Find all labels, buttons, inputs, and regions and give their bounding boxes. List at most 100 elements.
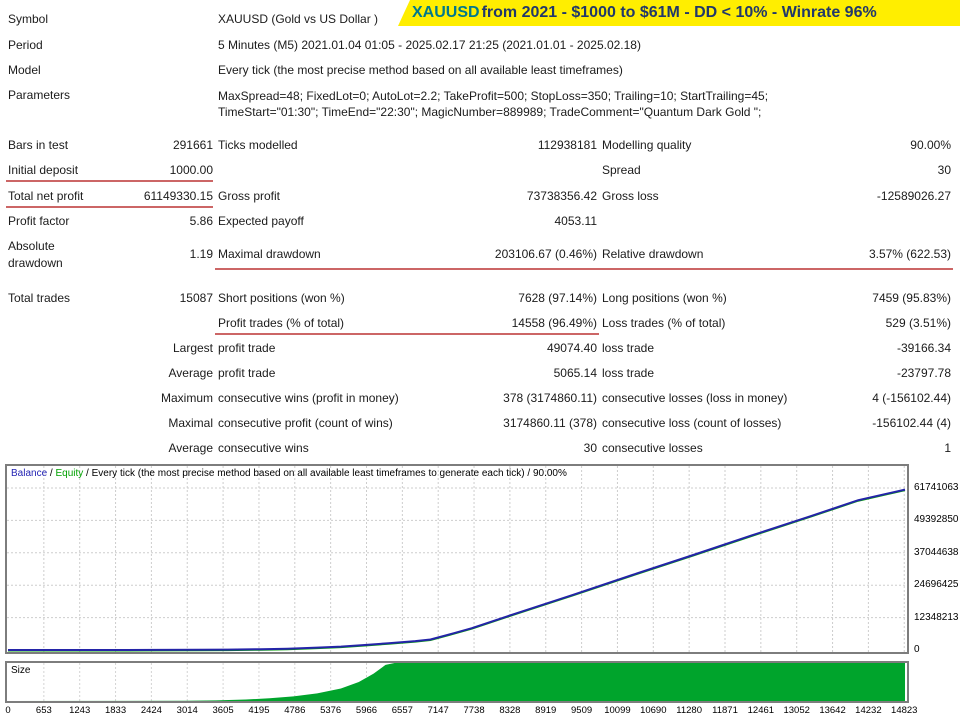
- report-row: Parameters MaxSpread=48; FixedLot=0; Auto…: [0, 88, 960, 119]
- underline-initial-deposit: [6, 180, 213, 182]
- report-value: 5065.14: [553, 366, 597, 380]
- underline-drawdown-row: [215, 268, 953, 270]
- report-row: Profit trades (% of total) 14558 (96.49%)…: [0, 316, 960, 334]
- promo-banner: XAUUSD from 2021 - $1000 to $61M - DD < …: [398, 0, 960, 26]
- x-axis-tick-label: 14232: [855, 705, 882, 716]
- size-label: Size: [11, 665, 31, 676]
- report-value: 5.86: [189, 214, 213, 228]
- x-axis-tick-label: 9509: [571, 705, 593, 716]
- report-value: 203106.67 (0.46%): [494, 247, 597, 261]
- report-label: Maximal drawdown: [218, 247, 321, 261]
- report-value: 30: [937, 163, 951, 177]
- report-row: Absolute drawdown 1.19 Maximal drawdown 203…: [0, 239, 960, 270]
- x-axis-tick-label: 14823: [891, 705, 918, 716]
- report-value: Maximum: [160, 391, 213, 405]
- underline-total-net-profit: [6, 206, 213, 208]
- x-axis-tick-label: 2424: [140, 705, 162, 716]
- x-axis-tick-label: 12461: [747, 705, 775, 716]
- report-value: 7628 (97.14%): [518, 291, 597, 305]
- report-label: Loss trades (% of total): [602, 316, 726, 330]
- report-label: Total trades: [8, 291, 71, 305]
- report-label: consecutive wins (profit in money): [218, 391, 399, 405]
- report-row: Maximum consecutive wins (profit in money…: [0, 391, 960, 409]
- x-axis-tick-label: 3014: [176, 705, 198, 716]
- report-value: -39166.34: [896, 341, 951, 355]
- report-value: -23797.78: [896, 366, 951, 380]
- report-value: 3.57% (622.53): [868, 247, 951, 261]
- report-label: consecutive wins: [218, 441, 309, 455]
- report-value: 15087: [179, 291, 213, 305]
- x-axis-tick-label: 7147: [427, 705, 449, 716]
- legend-separator: /: [83, 468, 92, 479]
- x-axis-tick-label: 11871: [712, 705, 738, 716]
- report-value: Average: [168, 366, 213, 380]
- y-axis-tick-label: 37044638: [914, 546, 959, 558]
- legend-balance: Balance: [11, 468, 48, 479]
- legend-separator: /: [47, 468, 56, 479]
- report-label: Total net profit: [8, 189, 84, 203]
- report-row: Period 5 Minutes (M5) 2021.01.04 01:05 - …: [0, 38, 960, 56]
- report-row: Maximal consecutive profit (count of wins…: [0, 416, 960, 434]
- report-label: loss trade: [602, 341, 655, 355]
- x-axis-tick-label: 13052: [783, 705, 810, 716]
- x-axis-tick-label: 7738: [463, 705, 485, 716]
- report-label: Profit trades (% of total): [218, 316, 345, 330]
- y-axis-tick-label: 12348213: [914, 611, 959, 623]
- report-row: Profit factor 5.86 Expected payoff 4053.11: [0, 214, 960, 232]
- x-axis-tick-label: 5966: [355, 705, 378, 716]
- report-label: Modelling quality: [602, 138, 692, 152]
- report-label: profit trade: [218, 341, 276, 355]
- report-value: 112938181: [537, 138, 597, 152]
- y-axis-tick-label: 61741063: [914, 482, 959, 493]
- report-row: Average consecutive wins 30 consecutive los…: [0, 441, 960, 459]
- x-axis-tick-label: 4195: [248, 705, 270, 716]
- report-value: 73738356.42: [526, 189, 597, 203]
- x-axis-tick-label: 10690: [640, 705, 667, 716]
- report-label: Profit factor: [8, 214, 70, 228]
- report-label: Absolute drawdown: [8, 239, 63, 270]
- underline-profit-trades: [215, 333, 599, 335]
- report-label: Period: [8, 38, 43, 52]
- report-label: consecutive losses: [602, 441, 703, 455]
- report-row: Bars in test 291661 Ticks modelled 11293818…: [0, 138, 960, 156]
- report-row: Average profit trade 5065.14 loss trade -237…: [0, 366, 960, 384]
- report-label: Short positions (won %): [218, 291, 345, 305]
- report-value: 5 Minutes (M5) 2021.01.04 01:05 - 2025.0…: [218, 38, 641, 52]
- x-axis-tick-label: 6557: [391, 705, 413, 716]
- report-row: Model Every tick (the most precise method…: [0, 63, 960, 81]
- y-axis-tick-label: 0: [914, 644, 920, 655]
- report-label: Gross profit: [218, 189, 281, 203]
- report-value: 4 (-156102.44): [872, 391, 951, 405]
- x-axis-tick-label: 11280: [676, 705, 702, 716]
- report-label: consecutive profit (count of wins): [218, 416, 393, 430]
- size-chart-panel: Size: [5, 661, 909, 703]
- x-axis-tick-label: 4786: [284, 705, 306, 716]
- chart-legend: Balance / Equity / Every tick (the most …: [11, 468, 567, 479]
- report-label: Parameters: [8, 88, 71, 102]
- report-value: Maximal: [168, 416, 213, 430]
- report-label: Gross loss: [602, 189, 659, 203]
- x-axis-tick-label: 5376: [320, 705, 342, 716]
- report-row: Initial deposit 1000.00 Spread 30: [0, 163, 960, 181]
- size-area: [8, 663, 905, 701]
- x-axis-tick-label: 1833: [104, 705, 127, 716]
- x-axis-tick-label: 0: [5, 705, 11, 716]
- banner-text: from 2021 - $1000 to $61M - DD < 10% - W…: [481, 4, 877, 21]
- equity-line: [8, 490, 906, 652]
- report-value: -12589026.27: [876, 189, 951, 203]
- report-value: 30: [583, 441, 597, 455]
- report-value: Every tick (the most precise method base…: [218, 63, 623, 77]
- report-value: 90.00%: [910, 138, 951, 152]
- report-value: Largest: [172, 341, 213, 355]
- report-label: consecutive loss (count of losses): [602, 416, 782, 430]
- x-axis-tick-label: 13642: [819, 705, 846, 716]
- balance-line: [8, 488, 906, 651]
- x-axis-tick-label: 8919: [535, 705, 557, 716]
- report-value: 14558 (96.49%): [511, 316, 597, 330]
- report-value: XAUUSD (Gold vs US Dollar ): [218, 12, 379, 26]
- legend-equity: Equity: [55, 468, 84, 479]
- report-value: 1: [944, 441, 951, 455]
- report-label: profit trade: [218, 366, 276, 380]
- size-plot: [8, 663, 905, 701]
